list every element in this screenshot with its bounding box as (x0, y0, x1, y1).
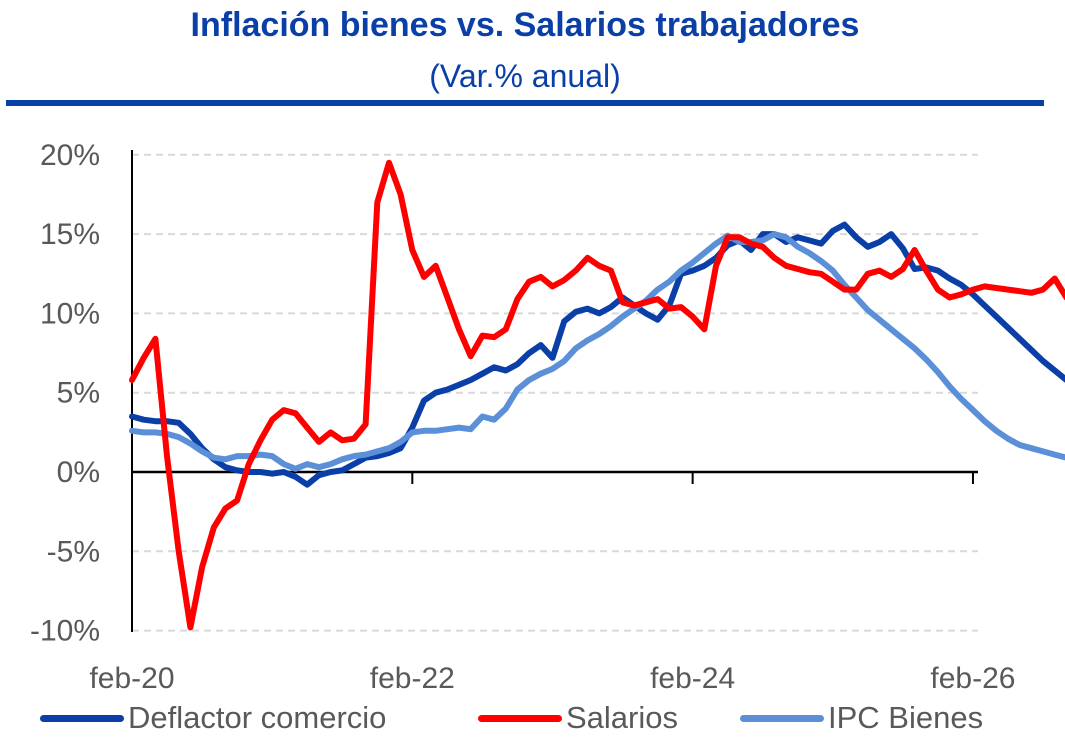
y-tick-label: -5% (47, 535, 100, 568)
legend-swatch (740, 714, 824, 722)
y-tick-label: 0% (57, 456, 100, 489)
x-tick-label: feb-22 (370, 662, 455, 695)
y-tick-label: 20% (40, 139, 100, 172)
line-chart: 20% 15% 10% 5% 0% -5% -10% feb-20 feb-22 feb-24 fe… (30, 139, 1065, 695)
legend-item-ipc-bienes: IPC Bienes (740, 697, 983, 739)
legend-label: Deflactor comercio (128, 700, 387, 735)
chart-title: Inflación bienes vs. Salarios trabajador… (190, 6, 860, 44)
chart-legend: Deflactor comercio Salarios IPC Bienes (0, 697, 1065, 739)
legend-label: IPC Bienes (828, 700, 984, 735)
chart-subtitle: (Var.% anual) (429, 58, 621, 94)
y-tick-label: 5% (57, 377, 100, 410)
legend-item-deflactor: Deflactor comercio (40, 697, 386, 739)
legend-swatch (40, 714, 124, 722)
legend-label: Salarios (566, 700, 678, 735)
x-tick-label: feb-20 (89, 662, 174, 695)
series-line-ipc-bienes (129, 231, 1065, 472)
legend-item-salarios: Salarios (478, 697, 678, 739)
y-tick-label: -10% (30, 615, 100, 648)
title-rule (6, 100, 1044, 106)
y-tick-label: 15% (40, 218, 100, 251)
series-line-deflactor-comercio (129, 221, 1065, 488)
x-tick-label: feb-26 (930, 662, 1015, 695)
x-tick-label: feb-24 (650, 662, 735, 695)
y-tick-label: 10% (40, 297, 100, 330)
legend-swatch (478, 714, 562, 722)
series-line-salarios (129, 159, 1065, 631)
